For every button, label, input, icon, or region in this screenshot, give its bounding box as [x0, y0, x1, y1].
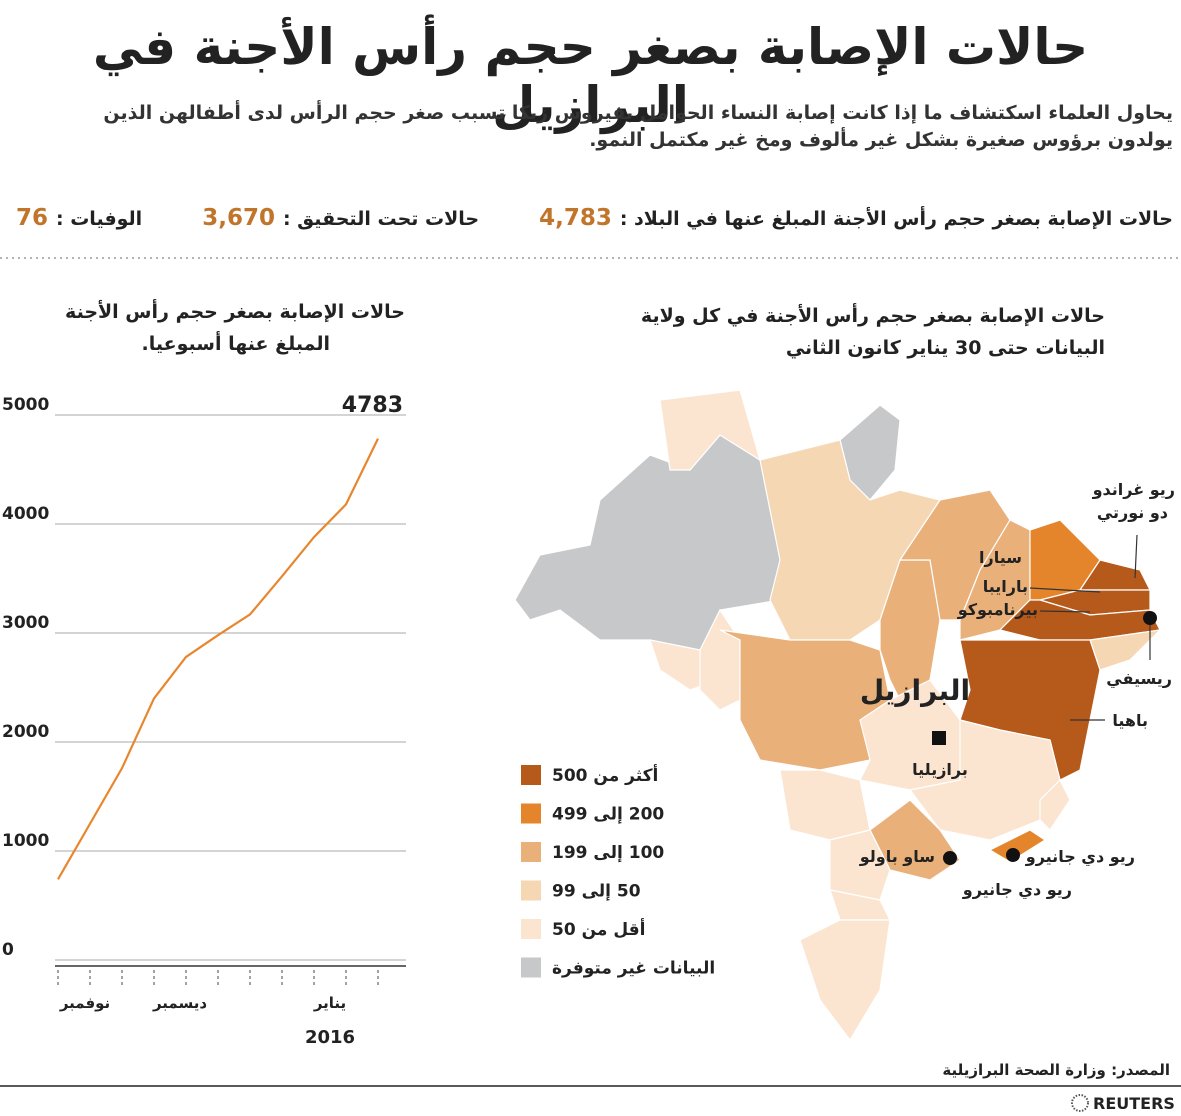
capital-label: برازيليا	[912, 760, 968, 779]
city-label: ساو باولو	[859, 847, 935, 866]
legend-label: 100 إلى 199	[552, 843, 664, 863]
logo-mark	[1071, 1094, 1089, 1112]
leader-line	[1039, 610, 1091, 613]
y-tick-label: 1000	[2, 831, 49, 851]
state	[959, 639, 1101, 781]
stat-label: الوفيات :	[56, 208, 143, 230]
map-title: حالات الإصابة بصغر حجم رأس الأجنة في كل …	[641, 303, 1105, 327]
stat-value: 4,783	[539, 205, 612, 231]
logo: REUTERS	[1093, 1094, 1175, 1113]
state	[779, 769, 871, 841]
state-label: سيارا	[979, 548, 1022, 567]
line	[57, 438, 379, 880]
legend-label: 50 إلى 99	[552, 882, 641, 902]
leader-line	[1134, 534, 1138, 579]
state-label: بيرنامبوكو	[957, 600, 1038, 619]
legend-label: البيانات غير متوفرة	[552, 959, 715, 979]
leader-line	[1029, 587, 1101, 593]
legend-label: 200 إلى 499	[552, 805, 664, 825]
country-label: البرازيل	[860, 674, 970, 707]
city-marker	[1143, 611, 1157, 625]
x-group-label: نوفمبر	[59, 994, 110, 1012]
stat-value: 76	[15, 205, 48, 231]
capital-marker	[932, 731, 946, 745]
leader-lines	[1029, 534, 1151, 721]
state-label: ريو دي جانيرو	[962, 880, 1072, 900]
y-tick-label: 3000	[2, 613, 49, 633]
page-title: حالات الإصابة بصغر حجم رأس الأجنة في الب…	[92, 18, 1089, 134]
x-group-label: يناير	[313, 994, 346, 1012]
city-label: ريو دي جانيرو	[1025, 847, 1135, 867]
stat-value: 3,670	[202, 205, 275, 231]
y-tick-label: 4000	[2, 504, 49, 524]
state-label: دو نورتي	[1097, 503, 1168, 523]
y-tick-label: 0	[2, 940, 14, 960]
source: المصدر: وزارة الصحة البرازيلية	[942, 1061, 1170, 1079]
state-label: باهيا	[1112, 711, 1148, 730]
data-label: 4783	[342, 393, 403, 418]
x-group-label: ديسمبر	[152, 994, 207, 1012]
state-label: ريو غراندو	[1092, 480, 1175, 499]
chart-title: حالات الإصابة بصغر حجم رأس الأجنة	[65, 299, 405, 323]
stat: الوفيات : 76	[16, 205, 142, 231]
stat: حالات الإصابة بصغر حجم رأس الأجنة المبلغ…	[539, 205, 1173, 231]
legend-swatch	[521, 765, 541, 785]
stat: حالات تحت التحقيق : 3,670	[202, 205, 479, 231]
stats: حالات الإصابة بصغر حجم رأس الأجنة المبلغ…	[13, 205, 1173, 231]
legend-swatch	[521, 957, 541, 978]
city-marker	[943, 851, 957, 865]
map	[514, 389, 1162, 1042]
state-label: بارايبا	[983, 577, 1028, 596]
map-title: البيانات حتى 30 يناير كانون الثاني	[786, 337, 1105, 359]
y-tick-label: 5000	[2, 395, 49, 415]
state	[514, 434, 801, 651]
state	[1039, 778, 1071, 831]
city-label: ريسيفي	[1106, 669, 1172, 689]
legend-swatch	[521, 842, 541, 862]
city-marker	[1006, 848, 1020, 862]
legend-label: أقل من 50	[552, 918, 645, 940]
chart-title: المبلغ عنها أسبوعيا.	[142, 331, 330, 355]
state	[659, 389, 762, 471]
legend-swatch	[521, 919, 541, 939]
state	[719, 629, 891, 771]
legend-swatch	[521, 803, 541, 824]
subtitle: يحاول العلماء اسكتشاف ما إذا كانت إصابة …	[103, 102, 1173, 151]
legend-swatch	[521, 880, 541, 901]
state	[908, 719, 1061, 841]
x-year-label: 2016	[305, 1027, 355, 1048]
state	[988, 829, 1047, 863]
state	[799, 919, 891, 1042]
stat-label: حالات تحت التحقيق :	[282, 208, 480, 230]
legend-label: أكثر من 500	[552, 764, 658, 786]
state	[829, 829, 891, 901]
legend: أكثر من 500 200 إلى 499 100 إلى 199 50 إلى …	[521, 764, 715, 979]
y-tick-label: 2000	[2, 722, 49, 742]
stat-label: حالات الإصابة بصغر حجم رأس الأجنة المبلغ…	[619, 208, 1173, 230]
